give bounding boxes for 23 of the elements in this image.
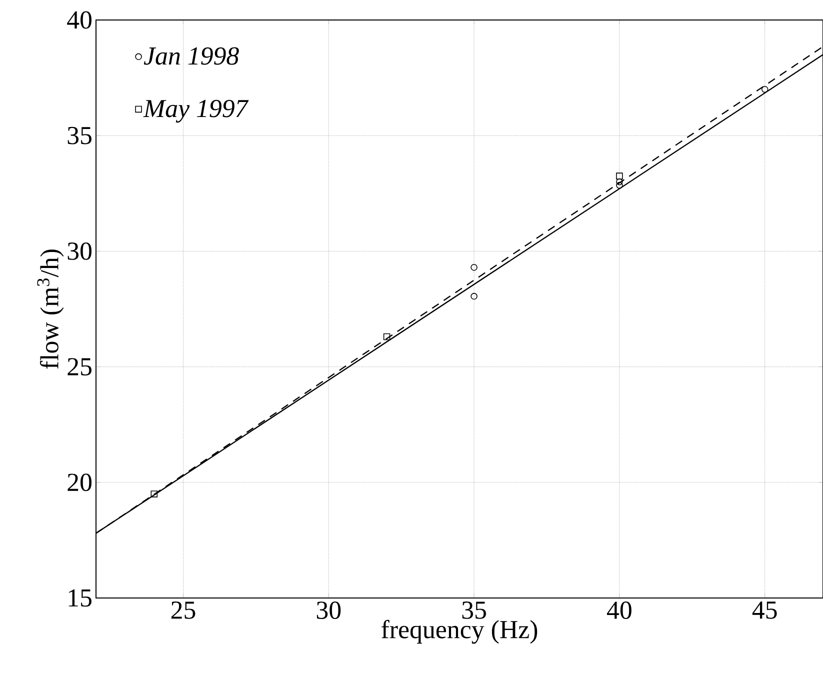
x-tick-label: 45 xyxy=(752,602,777,619)
point xyxy=(150,490,158,498)
point xyxy=(616,178,623,186)
x-tick-label: 30 xyxy=(316,602,341,619)
point xyxy=(761,86,768,93)
y-tick-label: 40 xyxy=(67,11,92,29)
x-tick-label: 25 xyxy=(171,602,196,619)
y-tick-label: 20 xyxy=(68,474,92,492)
point xyxy=(616,172,623,180)
y-tick-label: 15 xyxy=(68,589,92,607)
point xyxy=(470,264,478,271)
x-tick-label: 40 xyxy=(606,602,632,619)
y-axis-title: flow (m$^{3}$/h) xyxy=(37,250,64,369)
point xyxy=(383,333,390,340)
x-axis-title: frequency (Hz) xyxy=(382,620,538,644)
y-tick-label: 30 xyxy=(68,242,92,260)
x-tick-label: 35 xyxy=(462,602,486,619)
point xyxy=(470,292,478,300)
legend-label: Jan 1998 xyxy=(144,47,239,65)
point xyxy=(616,182,623,189)
y-tick-label: 35 xyxy=(68,126,92,144)
y-tick-label: 25 xyxy=(68,358,92,376)
legend-label: May 1997 xyxy=(143,100,249,123)
